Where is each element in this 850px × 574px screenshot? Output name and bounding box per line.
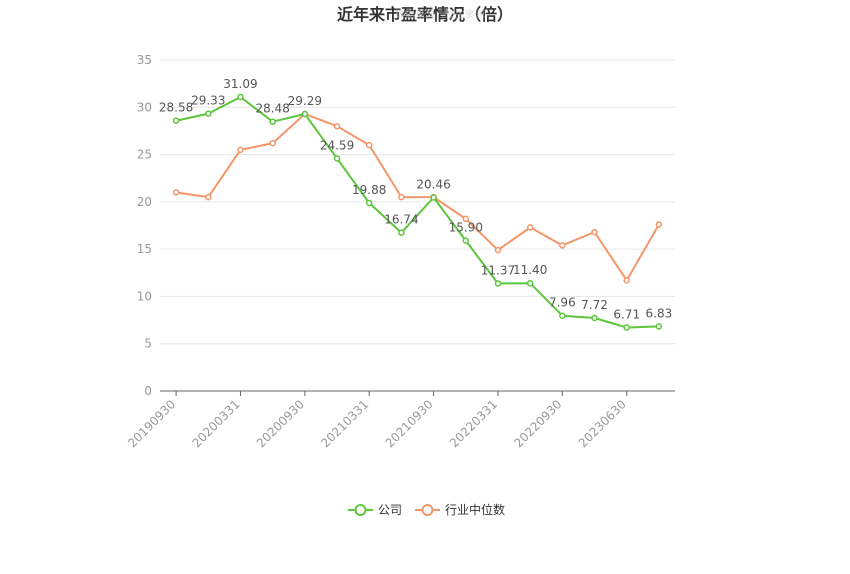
data-label: 11.40 [513, 263, 547, 277]
series-line [175, 112, 660, 282]
y-tick-label: 10 [137, 289, 152, 303]
data-point [333, 155, 341, 162]
y-tick-label: 20 [137, 195, 152, 209]
series-layer [172, 93, 663, 331]
data-point [269, 139, 276, 147]
x-tick-label: 20220930 [511, 397, 564, 450]
data-point [526, 279, 534, 287]
x-tick-label: 20210930 [383, 397, 436, 450]
data-point [237, 146, 244, 154]
data-point [526, 224, 534, 231]
x-tick-label: 20210331 [318, 397, 371, 450]
legend-marker [354, 504, 367, 516]
data-point [655, 221, 663, 228]
data-point [462, 215, 470, 223]
data-point [172, 117, 180, 124]
data-point [269, 118, 276, 125]
data-point [237, 93, 244, 101]
x-tick-label: 20230630 [576, 397, 629, 450]
data-point [623, 277, 630, 284]
data-point [365, 141, 373, 149]
legend-label: 行业中位数 [445, 502, 505, 517]
x-tick-label: 20200930 [254, 397, 307, 450]
data-point [494, 246, 502, 254]
legend[interactable]: 公司 行业中位数 [348, 502, 505, 517]
data-point [365, 199, 373, 207]
data-point [462, 237, 470, 244]
data-point [559, 312, 566, 319]
data-point [205, 110, 212, 117]
data-point [494, 280, 502, 287]
x-tick-label: 20190930 [125, 397, 178, 450]
data-label: 31.09 [223, 77, 257, 91]
y-tick-label: 30 [137, 100, 152, 114]
data-label: 7.72 [581, 298, 608, 312]
data-point [591, 314, 598, 322]
data-label: 20.46 [416, 178, 450, 192]
data-label: 11.37 [481, 263, 515, 277]
chart-title: 近年来市盈率情况（倍） [337, 5, 513, 24]
data-label: 7.96 [549, 296, 576, 310]
data-point [430, 194, 437, 201]
watermark: 数据来源：恒生聚源 [395, 8, 485, 21]
data-label: 29.29 [288, 94, 322, 108]
legend-label: 公司 [378, 503, 402, 517]
data-point [398, 229, 405, 236]
data-label: 24.59 [320, 138, 354, 152]
data-label: 6.71 [613, 308, 640, 322]
data-label: 16.74 [384, 213, 418, 227]
data-point [591, 228, 598, 236]
data-label: 19.88 [352, 183, 386, 197]
y-tick-label: 5 [144, 337, 152, 351]
data-label: 29.33 [191, 94, 225, 108]
data-point [559, 242, 566, 249]
series-line [175, 95, 659, 329]
legend-marker [421, 504, 434, 516]
y-tick-label: 0 [144, 384, 152, 398]
data-label: 28.58 [159, 101, 193, 115]
data-point [398, 193, 405, 201]
y-tick-label: 25 [137, 148, 152, 162]
x-tick-label: 20220331 [447, 397, 500, 450]
data-point [655, 323, 663, 330]
x-tick-label: 20200331 [190, 397, 243, 450]
data-label: 28.48 [255, 102, 289, 116]
data-point [205, 193, 212, 201]
data-label: 15.90 [449, 221, 483, 235]
data-point [333, 122, 341, 130]
grid-layer [160, 59, 675, 345]
data-point [172, 189, 180, 196]
data-point [301, 110, 309, 118]
data-label: 6.83 [646, 306, 673, 320]
y-tick-label: 15 [137, 242, 152, 256]
data-point [623, 324, 630, 331]
y-tick-label: 35 [137, 53, 152, 67]
